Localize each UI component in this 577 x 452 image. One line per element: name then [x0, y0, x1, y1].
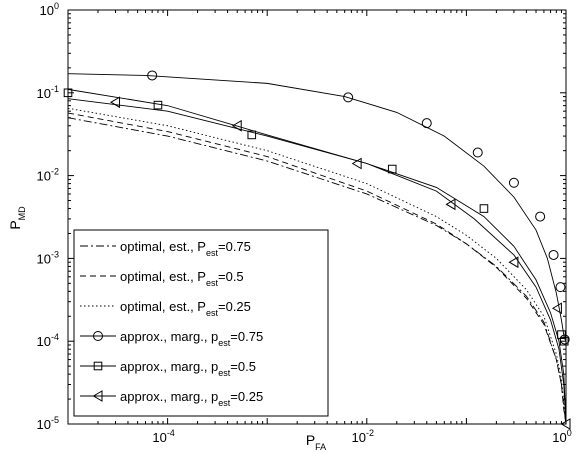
series-line-3 — [67, 73, 567, 342]
y-axis-title-main: P — [7, 220, 23, 229]
y-axis-title-sub: MD — [17, 206, 27, 220]
curves-layer — [63, 70, 571, 430]
y-tick-label-base: 10 — [37, 251, 51, 266]
legend-label-text: optimal, est., P — [120, 239, 206, 254]
series-5-point-5 — [551, 302, 562, 315]
series-3-point-0 — [147, 70, 158, 81]
legend-box — [73, 229, 329, 417]
series-5-point-0 — [110, 96, 121, 109]
legend-marker-4 — [93, 361, 103, 371]
series-4-point-5 — [557, 330, 566, 339]
series-3-point-4 — [508, 177, 519, 188]
legend-label-sub: est — [218, 398, 231, 408]
series-5-point-4 — [508, 256, 519, 269]
legend-label-text: optimal, est., P — [120, 299, 206, 314]
x-axis-title: PFA — [306, 432, 326, 452]
legend-marker-3 — [93, 331, 103, 341]
legend-label-suffix: =0.5 — [230, 359, 256, 374]
y-tick-label-base: 10 — [37, 334, 51, 349]
y-tick-label-exp: -2 — [51, 167, 59, 177]
legend-label-suffix: =0.25 — [218, 299, 251, 314]
y-tick-label-1: 10-4 — [37, 332, 59, 349]
legend-label-3: approx., marg., pest=0.75 — [120, 329, 263, 348]
y-tick-label-exp: -5 — [51, 415, 59, 425]
legend-label-sub: est — [218, 338, 231, 348]
y-tick-label-4: 10-1 — [37, 84, 59, 101]
y-tick-label-0: 10-5 — [37, 415, 59, 432]
y-tick-label-2: 10-3 — [37, 249, 59, 266]
legend-label-4: approx., marg., pest=0.5 — [120, 359, 256, 378]
y-tick-label-exp: -4 — [51, 332, 59, 342]
series-5-point-1 — [231, 119, 242, 132]
legend-label-sub: est — [206, 278, 219, 288]
x-tick-label-2: 100 — [552, 428, 571, 445]
series-4-point-1 — [153, 100, 163, 110]
x-tick-label-1: 10-2 — [352, 428, 374, 445]
y-tick-label-base: 10 — [37, 169, 51, 184]
x-tick-label-base: 10 — [552, 430, 566, 445]
legend-label-0: optimal, est., Pest=0.75 — [120, 239, 251, 258]
legend-label-suffix: =0.75 — [218, 239, 251, 254]
legend-label-suffix: =0.25 — [230, 389, 263, 404]
legend-label-text: optimal, est., P — [120, 269, 206, 284]
x-tick-label-base: 10 — [352, 430, 366, 445]
series-5-point-2 — [351, 157, 362, 170]
axes-layer — [67, 9, 567, 425]
y-tick-label-exp: -1 — [51, 84, 59, 94]
y-tick-label-exp: 0 — [54, 1, 59, 11]
series-4-point-3 — [387, 164, 397, 174]
x-tick-label-exp: -4 — [167, 428, 175, 438]
x-tick-label-base: 10 — [152, 430, 166, 445]
plot-frame — [67, 9, 567, 425]
series-3-point-5 — [535, 211, 546, 222]
y-tick-label-5: 100 — [40, 1, 59, 18]
series-4-point-4 — [479, 204, 489, 213]
y-tick-label-base: 10 — [37, 417, 51, 432]
y-tick-label-base: 10 — [40, 3, 54, 18]
series-3-point-6 — [548, 249, 559, 260]
x-tick-label-exp: 0 — [567, 428, 572, 438]
legend-label-sub: est — [206, 248, 219, 258]
legend-label-text: approx., marg., p — [120, 359, 218, 374]
series-4-point-2 — [247, 130, 257, 140]
legend-marker-5 — [92, 390, 103, 402]
series-3-point-3 — [472, 147, 483, 158]
x-axis-title-sub: FA — [315, 442, 326, 452]
series-line-4 — [67, 88, 567, 425]
x-tick-label-exp: -2 — [366, 428, 374, 438]
legend-label-suffix: =0.75 — [230, 329, 263, 344]
series-line-5 — [67, 98, 567, 425]
series-line-1 — [67, 112, 567, 425]
legend-label-text: approx., marg., p — [120, 389, 218, 404]
x-tick-label-0: 10-4 — [152, 428, 174, 445]
y-tick-label-exp: -3 — [51, 249, 59, 259]
series-3-point-2 — [421, 118, 432, 129]
series-line-0 — [67, 117, 567, 425]
series-5-point-3 — [445, 198, 456, 211]
legend-label-sub: est — [218, 368, 231, 378]
y-tick-label-base: 10 — [37, 86, 51, 101]
y-axis-title: PMD — [7, 206, 27, 230]
series-3-point-1 — [343, 92, 354, 103]
x-axis-title-main: P — [306, 432, 315, 448]
legend-label-sub: est — [206, 308, 219, 318]
legend-label-1: optimal, est., Pest=0.5 — [120, 269, 244, 288]
legend-label-text: approx., marg., p — [120, 329, 218, 344]
y-tick-label-3: 10-2 — [37, 167, 59, 184]
legend-label-suffix: =0.5 — [218, 269, 244, 284]
series-3-point-7 — [555, 282, 566, 293]
legend-label-2: optimal, est., Pest=0.25 — [120, 299, 251, 318]
legend-label-5: approx., marg., pest=0.25 — [120, 389, 263, 408]
